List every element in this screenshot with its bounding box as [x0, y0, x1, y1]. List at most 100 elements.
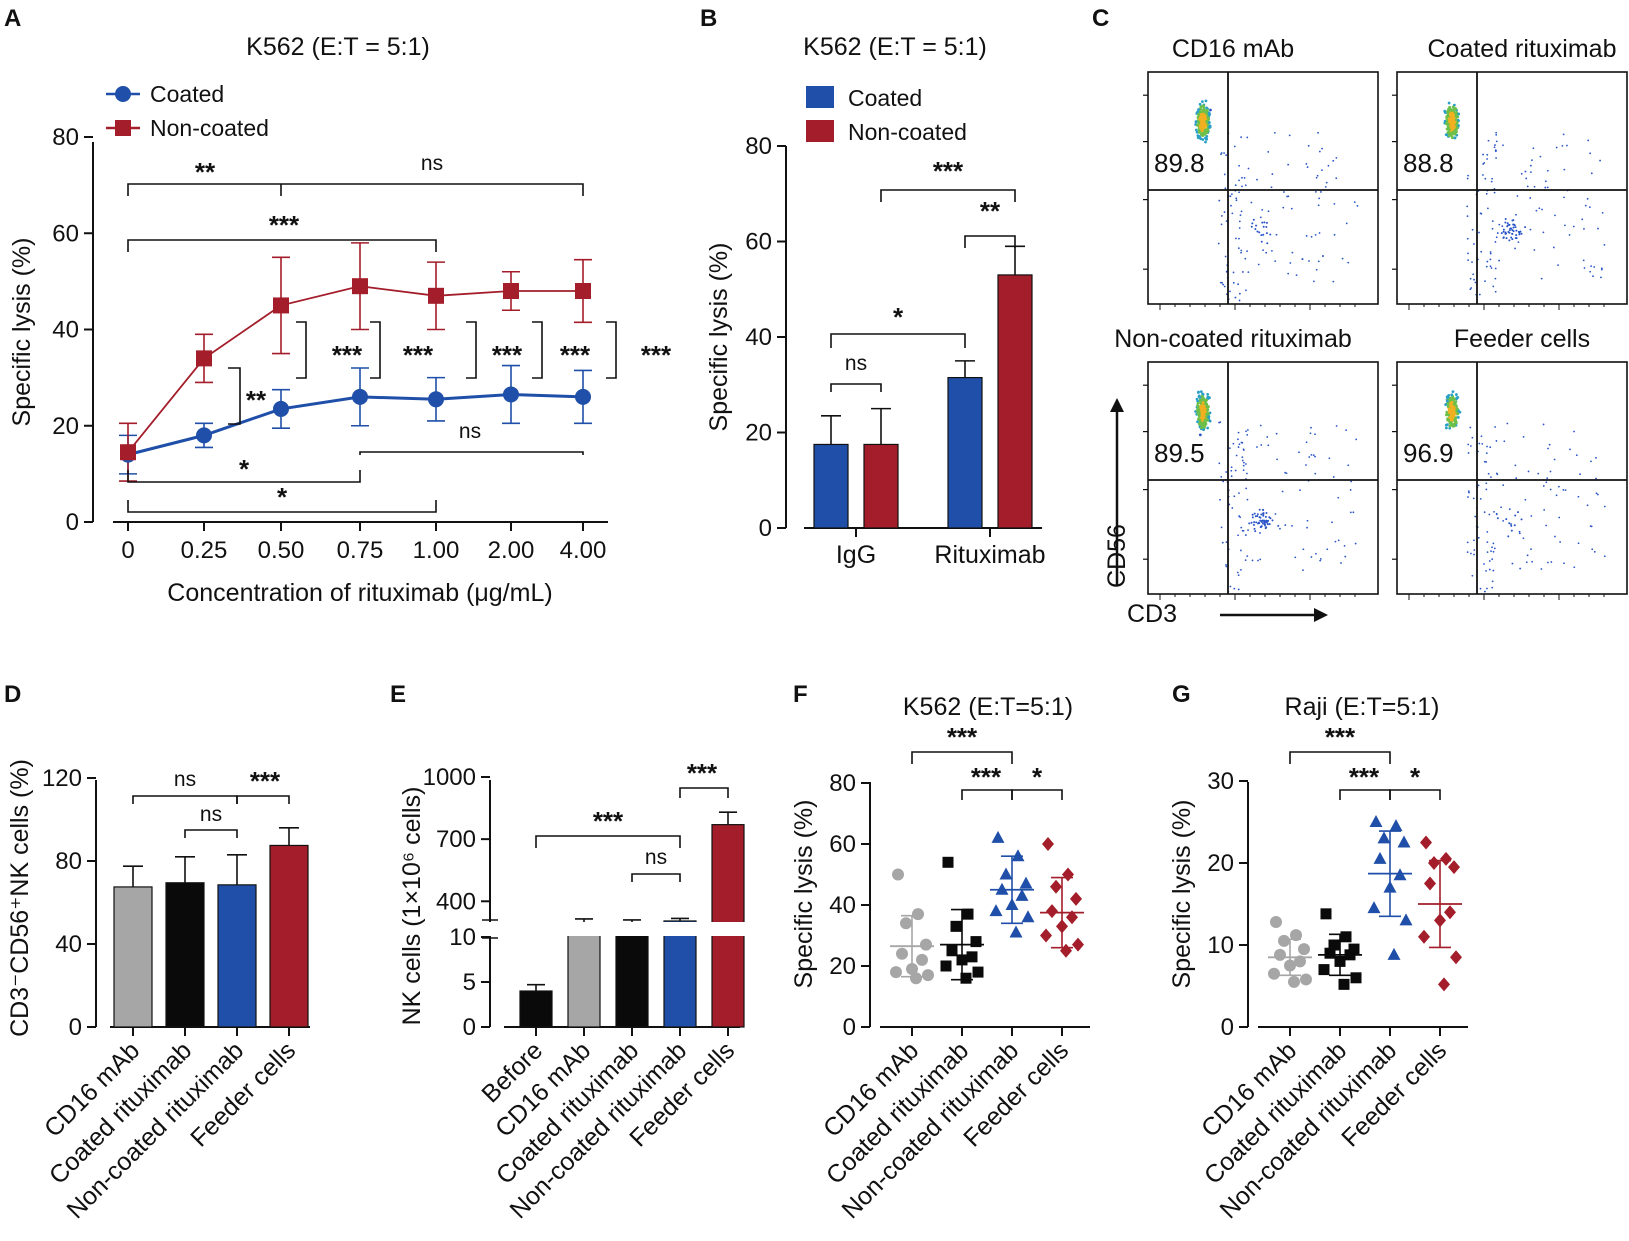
- flow-event: [1233, 587, 1236, 590]
- flow-event: [1495, 133, 1498, 136]
- chart-a-title: K562 (E:T = 5:1): [246, 33, 430, 61]
- flow-quadrant-percent: 89.8: [1154, 148, 1205, 178]
- flow-event: [1240, 549, 1242, 552]
- sig-b-ns: ns: [845, 352, 867, 375]
- flow-event: [1224, 255, 1227, 258]
- point-feeder: [1448, 860, 1460, 875]
- flow-event: [1513, 524, 1516, 527]
- flow-event: [1453, 419, 1457, 423]
- sig-a-mid: ***: [269, 210, 300, 240]
- flow-event: [1319, 559, 1322, 562]
- flow-event: [1510, 523, 1512, 525]
- flow-event: [1588, 206, 1591, 209]
- flow-event: [1520, 518, 1523, 521]
- flow-event: [1238, 492, 1240, 495]
- flow-event: [1203, 418, 1207, 422]
- flow-event: [1205, 108, 1209, 112]
- point-cd16: [922, 969, 934, 982]
- flow-event: [1558, 516, 1561, 519]
- flow-event: [1458, 410, 1462, 414]
- flow-event: [1515, 213, 1517, 216]
- flow-event: [1498, 259, 1501, 262]
- flow-plot-frame: [1396, 71, 1628, 305]
- flow-event: [1230, 469, 1233, 472]
- sig-d-sig: ***: [250, 766, 281, 796]
- flow-event: [1486, 587, 1488, 590]
- y-tick-label: 80: [829, 770, 856, 797]
- flow-event: [1202, 125, 1206, 129]
- flow-event: [1199, 426, 1203, 430]
- flow-event: [1343, 544, 1346, 547]
- chart-g-brackets: [1289, 751, 1441, 800]
- point-coated: [1328, 939, 1340, 951]
- flow-event: [1450, 414, 1454, 418]
- flow-event: [1239, 516, 1242, 519]
- flow-event: [1261, 221, 1264, 224]
- point-coated: [1340, 931, 1352, 943]
- flow-event: [1494, 290, 1497, 293]
- flow-event: [1245, 430, 1247, 433]
- point-noncoated: [1373, 851, 1387, 864]
- flow-event: [1240, 210, 1243, 213]
- flow-event: [1546, 186, 1549, 189]
- flow-event: [1200, 410, 1204, 414]
- flow-event: [1224, 187, 1227, 190]
- flow-event: [1259, 532, 1261, 534]
- flow-event: [1197, 414, 1201, 418]
- y-tick-label: 0: [66, 509, 79, 536]
- flow-event: [1564, 489, 1567, 492]
- flow-event: [1467, 443, 1470, 446]
- flow-event: [1207, 121, 1211, 125]
- flow-event: [1271, 173, 1274, 175]
- point-feeder: [1418, 929, 1430, 944]
- flow-event: [1486, 260, 1489, 263]
- flow-event: [1495, 513, 1498, 516]
- point-coated: [1324, 947, 1336, 959]
- flow-event: [1490, 550, 1492, 553]
- flow-event: [1549, 488, 1552, 491]
- flow-event: [1321, 169, 1323, 172]
- flow-event: [1242, 461, 1245, 464]
- flow-event: [1493, 191, 1496, 194]
- legend-a-noncoated: Non-coated: [150, 115, 269, 141]
- flow-event: [1268, 523, 1271, 526]
- flow-event: [1487, 472, 1490, 475]
- flow-event: [1314, 233, 1317, 236]
- flow-event: [1277, 524, 1280, 527]
- flow-event: [1196, 399, 1200, 403]
- flow-event: [1577, 495, 1580, 498]
- flow-event: [1220, 475, 1223, 478]
- flow-event: [1445, 399, 1449, 403]
- flow-event: [1485, 461, 1488, 463]
- flow-event: [1446, 417, 1450, 421]
- flow-event: [1490, 476, 1492, 479]
- y-tick-label: 0: [1221, 1014, 1234, 1041]
- chart-a-ylabel: Specific lysis (%): [8, 238, 36, 427]
- flow-event: [1484, 177, 1487, 180]
- flow-event: [1485, 265, 1488, 268]
- flow-event: [1494, 277, 1497, 280]
- flow-event: [1600, 268, 1603, 271]
- flow-event: [1347, 464, 1350, 467]
- flow-event: [1354, 542, 1357, 545]
- flow-event: [1335, 425, 1338, 427]
- flow-event: [1205, 398, 1209, 402]
- flow-event: [1238, 443, 1241, 446]
- chart-d-bars: [113, 826, 309, 1036]
- flow-event: [1471, 228, 1474, 231]
- flow-event: [1314, 433, 1316, 436]
- flow-event: [1495, 440, 1498, 442]
- flow-event: [1486, 158, 1489, 160]
- flow-event: [1206, 393, 1210, 396]
- chart-a-y-ticks: 0 20 40 60 80: [52, 124, 93, 536]
- point-noncoated: [1021, 910, 1035, 923]
- flow-event: [1325, 181, 1328, 184]
- flow-event: [1447, 128, 1451, 132]
- sig-a-low-ns: ns: [459, 420, 481, 443]
- coated-point: [352, 388, 368, 405]
- flow-event: [1603, 244, 1606, 246]
- flow-event: [1504, 221, 1507, 224]
- flow-event: [1444, 403, 1448, 406]
- flow-event: [1452, 125, 1456, 128]
- flow-event: [1494, 426, 1497, 428]
